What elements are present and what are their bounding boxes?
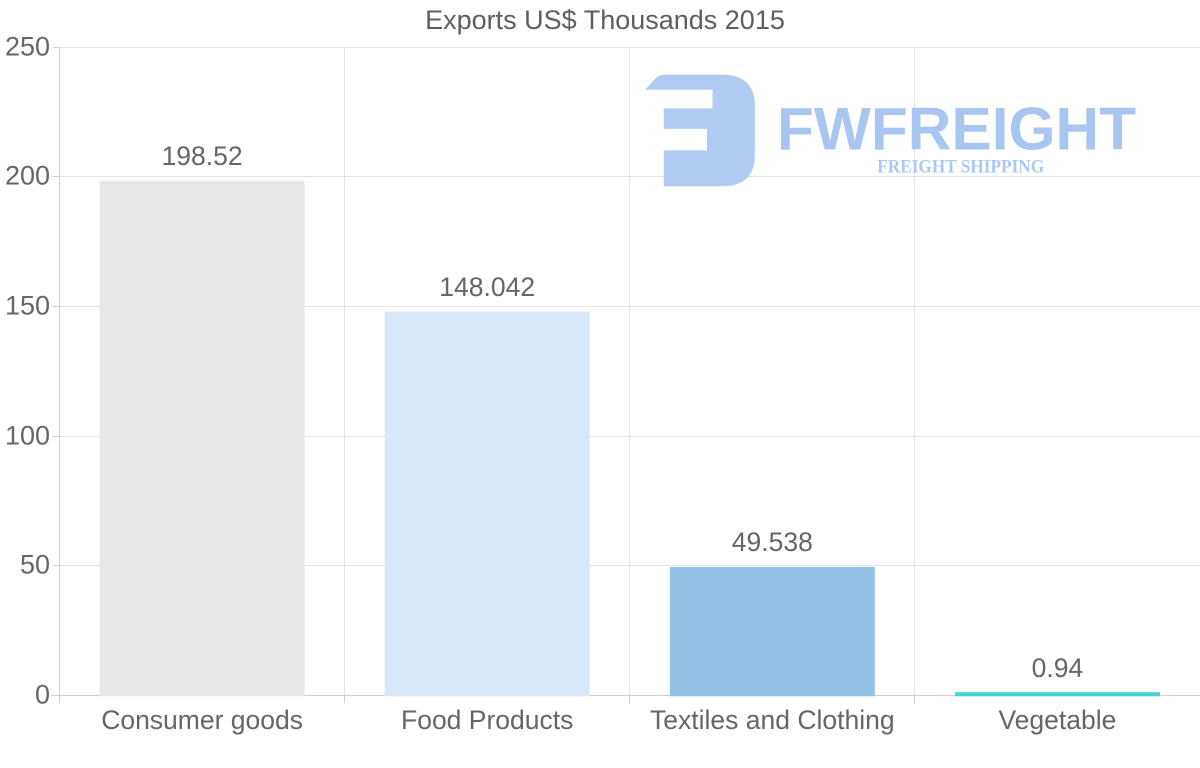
svg-text:49.538: 49.538 [732,527,813,557]
svg-text:150: 150 [5,291,50,321]
svg-text:100: 100 [5,421,50,451]
svg-text:0.94: 0.94 [1032,653,1084,683]
svg-text:Consumer goods: Consumer goods [101,705,303,735]
svg-text:250: 250 [5,32,50,62]
svg-text:Food Products: Food Products [401,705,573,735]
svg-text:198.52: 198.52 [162,141,243,171]
svg-text:Vegetable: Vegetable [998,705,1116,735]
svg-text:0: 0 [35,680,50,710]
svg-text:FREIGHT SHIPPING: FREIGHT SHIPPING [877,156,1044,177]
svg-text:200: 200 [5,161,50,191]
svg-text:FWFREIGHT: FWFREIGHT [777,96,1136,163]
svg-text:148.042: 148.042 [439,272,535,302]
svg-text:Exports US$ Thousands 2015: Exports US$ Thousands 2015 [425,5,785,35]
svg-text:50: 50 [20,550,50,580]
svg-text:Textiles and Clothing: Textiles and Clothing [650,705,895,735]
